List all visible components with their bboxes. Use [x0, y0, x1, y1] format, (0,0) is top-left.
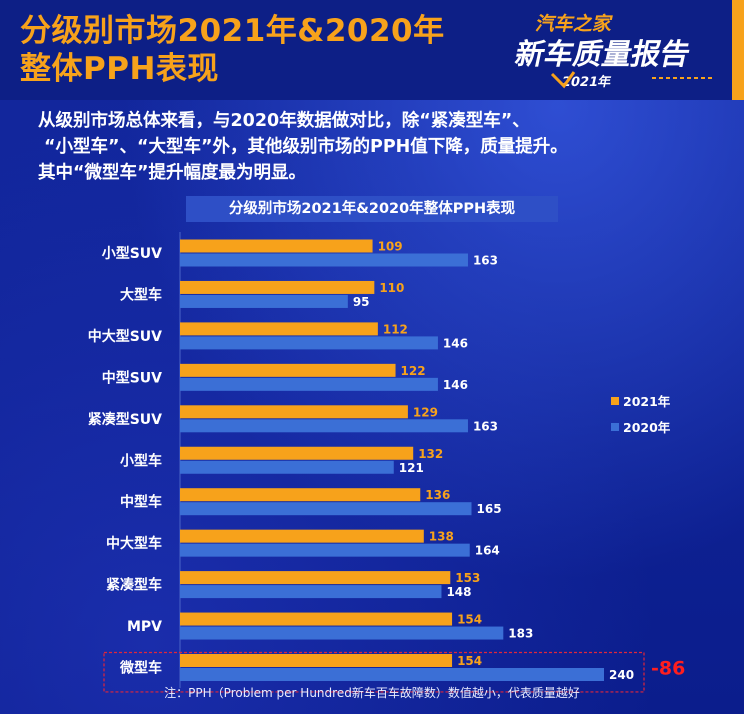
- logo-brand-text: 汽车之家: [534, 12, 616, 35]
- value-label-2021: 132: [418, 447, 443, 461]
- chart-title: 分级别市场2021年&2020年整体PPH表现: [186, 196, 558, 222]
- header-band: [0, 0, 744, 100]
- value-label-2020: 146: [443, 336, 468, 350]
- bar-2020: [180, 543, 470, 557]
- logo-swoosh-icon: [550, 71, 576, 89]
- value-label-2021: 110: [379, 281, 404, 295]
- bar-2020: [180, 253, 468, 267]
- bar-2021: [180, 612, 453, 626]
- category-label: 中型车: [120, 494, 162, 511]
- value-label-2021: 154: [457, 613, 482, 627]
- value-label-2020: 148: [446, 585, 471, 599]
- value-label-2020: 121: [399, 461, 424, 475]
- title-line-2: 整体PPH表现: [20, 51, 219, 87]
- value-label-2021: 153: [455, 571, 480, 585]
- value-label-2021: 112: [383, 322, 408, 336]
- category-label: 紧凑型SUV: [88, 411, 162, 428]
- value-label-2021: 122: [401, 364, 426, 378]
- bar-2021: [180, 529, 424, 543]
- value-label-2020: 163: [473, 419, 498, 433]
- bar-2021: [180, 239, 373, 253]
- category-label: MPV: [127, 619, 162, 635]
- legend-label: 2020年: [623, 420, 671, 435]
- highlight-box: [103, 651, 645, 693]
- bar-2020: [180, 668, 604, 681]
- bar-2021: [180, 405, 408, 419]
- description: 从级别市场总体来看，与2020年数据做对比，除“紧凑型车”、 “小型车”、“大型…: [38, 108, 728, 186]
- title-line-1: 分级别市场2021年&2020年: [20, 13, 445, 49]
- value-label-2020: 165: [477, 502, 502, 516]
- category-label: 小型SUV: [102, 245, 162, 262]
- bar-2020: [180, 336, 438, 350]
- description-line-1: 从级别市场总体来看，与2020年数据做对比，除“紧凑型车”、: [38, 111, 530, 131]
- bar-2020: [180, 419, 468, 433]
- difference-annotation: -86: [651, 658, 685, 680]
- bar-2020: [180, 377, 438, 391]
- logo-year-text: 2021年: [560, 73, 613, 90]
- value-label-2020: 146: [443, 378, 468, 392]
- bar-2020: [180, 460, 394, 474]
- category-label: 中大型SUV: [88, 328, 162, 345]
- value-label-2021: 154: [457, 654, 482, 668]
- legend-swatch: [611, 397, 619, 405]
- description-line-2: “小型车”、“大型车”外，其他级别市场的PPH值下降，质量提升。: [44, 137, 568, 157]
- category-label: 微型车: [119, 660, 162, 677]
- category-label: 中型SUV: [102, 369, 162, 386]
- value-label-2021: 109: [378, 240, 403, 254]
- category-label: 小型车: [120, 452, 162, 469]
- footnote: 注：PPH（Problem per Hundred新车百车故障数）数值越小，代表…: [164, 686, 580, 700]
- value-label-2020: 95: [353, 295, 370, 309]
- autohome-logo: 汽车之家 新车质量报告 2021年: [512, 12, 712, 90]
- accent-bar: [732, 0, 744, 100]
- legend-label: 2021年: [623, 394, 671, 409]
- value-label-2020: 164: [475, 544, 500, 558]
- bar-2021: [180, 363, 396, 377]
- category-label: 中大型车: [106, 535, 162, 552]
- legend-swatch: [611, 423, 619, 431]
- description-line-3: 其中“微型车”提升幅度最为明显。: [38, 163, 307, 183]
- bar-2021: [180, 322, 378, 336]
- bar-2021: [180, 446, 414, 460]
- bar-2020: [180, 502, 472, 516]
- value-label-2020: 183: [508, 627, 533, 641]
- bar-2020: [180, 626, 504, 640]
- value-label-2020: 240: [609, 668, 634, 682]
- category-label: 紧凑型车: [106, 577, 162, 594]
- bar-2021: [180, 488, 421, 502]
- bar-2020: [180, 585, 442, 599]
- bar-2020: [180, 294, 348, 308]
- value-label-2021: 138: [429, 530, 454, 544]
- logo-report-text: 新车质量报告: [512, 37, 693, 71]
- category-label: 大型车: [120, 286, 162, 303]
- bar-2021: [180, 280, 375, 294]
- page-title: 分级别市场2021年&2020年 整体PPH表现: [20, 12, 445, 88]
- value-label-2021: 136: [425, 488, 450, 502]
- value-label-2021: 129: [413, 405, 438, 419]
- value-label-2020: 163: [473, 254, 498, 268]
- bar-2021: [180, 654, 453, 667]
- bar-2021: [180, 571, 451, 585]
